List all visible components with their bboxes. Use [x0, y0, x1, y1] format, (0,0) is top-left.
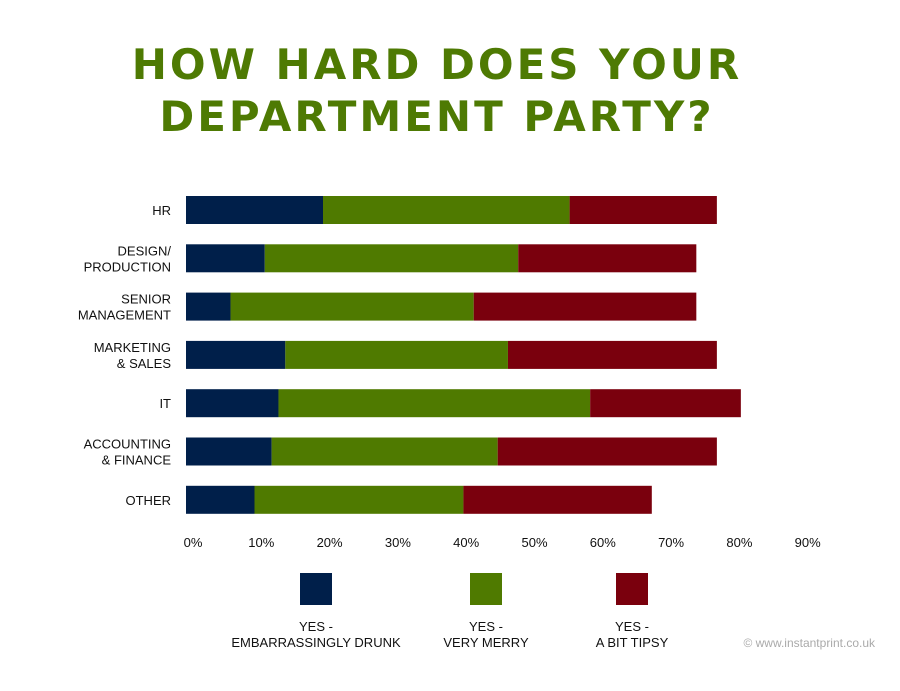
bar-segment — [264, 244, 519, 273]
category-label: OTHER — [126, 493, 172, 508]
bar-segment — [254, 485, 464, 514]
bar-segment — [518, 244, 697, 273]
category-label: ACCOUNTING — [84, 437, 171, 452]
legend-swatch — [470, 573, 502, 605]
category-label: MANAGEMENT — [78, 308, 171, 323]
x-tick-label: 10% — [248, 535, 274, 550]
bar-segment — [497, 437, 717, 466]
legend-swatch — [616, 573, 648, 605]
x-tick-label: 60% — [590, 535, 616, 550]
x-tick-label: 90% — [795, 535, 821, 550]
chart-title-line-2: DEPARTMENT PARTY? — [159, 92, 715, 141]
category-label: MARKETING — [94, 340, 171, 355]
bar-segment — [186, 292, 231, 321]
bar-segment — [186, 437, 272, 466]
x-tick-label: 50% — [521, 535, 547, 550]
bar-segment — [230, 292, 474, 321]
legend-label: EMBARRASSINGLY DRUNK — [231, 635, 401, 650]
bar-segment — [186, 196, 323, 224]
category-label: & SALES — [117, 356, 172, 371]
category-label: PRODUCTION — [84, 259, 171, 274]
x-tick-label: 40% — [453, 535, 479, 550]
legend-swatch — [300, 573, 332, 605]
x-tick-label: 30% — [385, 535, 411, 550]
x-tick-label: 70% — [658, 535, 684, 550]
bar-segment — [569, 196, 717, 224]
bar-segment — [271, 437, 498, 466]
legend-label: A BIT TIPSY — [596, 635, 669, 650]
x-tick-label: 20% — [317, 535, 343, 550]
bar-segment — [285, 340, 508, 369]
category-label: SENIOR — [121, 292, 171, 307]
bar-segment — [186, 485, 255, 514]
x-tick-label: 0% — [184, 535, 203, 550]
bar-segment — [590, 389, 741, 418]
category-label: IT — [159, 396, 171, 411]
category-label: DESIGN/ — [118, 243, 172, 258]
bar-segment — [186, 244, 265, 273]
chart-title-line-1: HOW HARD DOES YOUR — [131, 40, 743, 89]
legend-label: VERY MERRY — [443, 635, 529, 650]
bar-segment — [507, 340, 717, 369]
bar-segment — [278, 389, 591, 418]
x-tick-label: 80% — [726, 535, 752, 550]
bar-segment — [473, 292, 697, 321]
legend-label: YES - — [299, 619, 333, 634]
bar-segment — [186, 340, 286, 369]
copyright-text: © www.instantprint.co.uk — [743, 636, 875, 650]
category-label: HR — [152, 203, 171, 218]
bar-segment — [323, 196, 570, 224]
category-label: & FINANCE — [102, 453, 172, 468]
bar-segment — [463, 485, 652, 514]
bar-segment — [186, 389, 279, 418]
legend-label: YES - — [615, 619, 649, 634]
legend-label: YES - — [469, 619, 503, 634]
